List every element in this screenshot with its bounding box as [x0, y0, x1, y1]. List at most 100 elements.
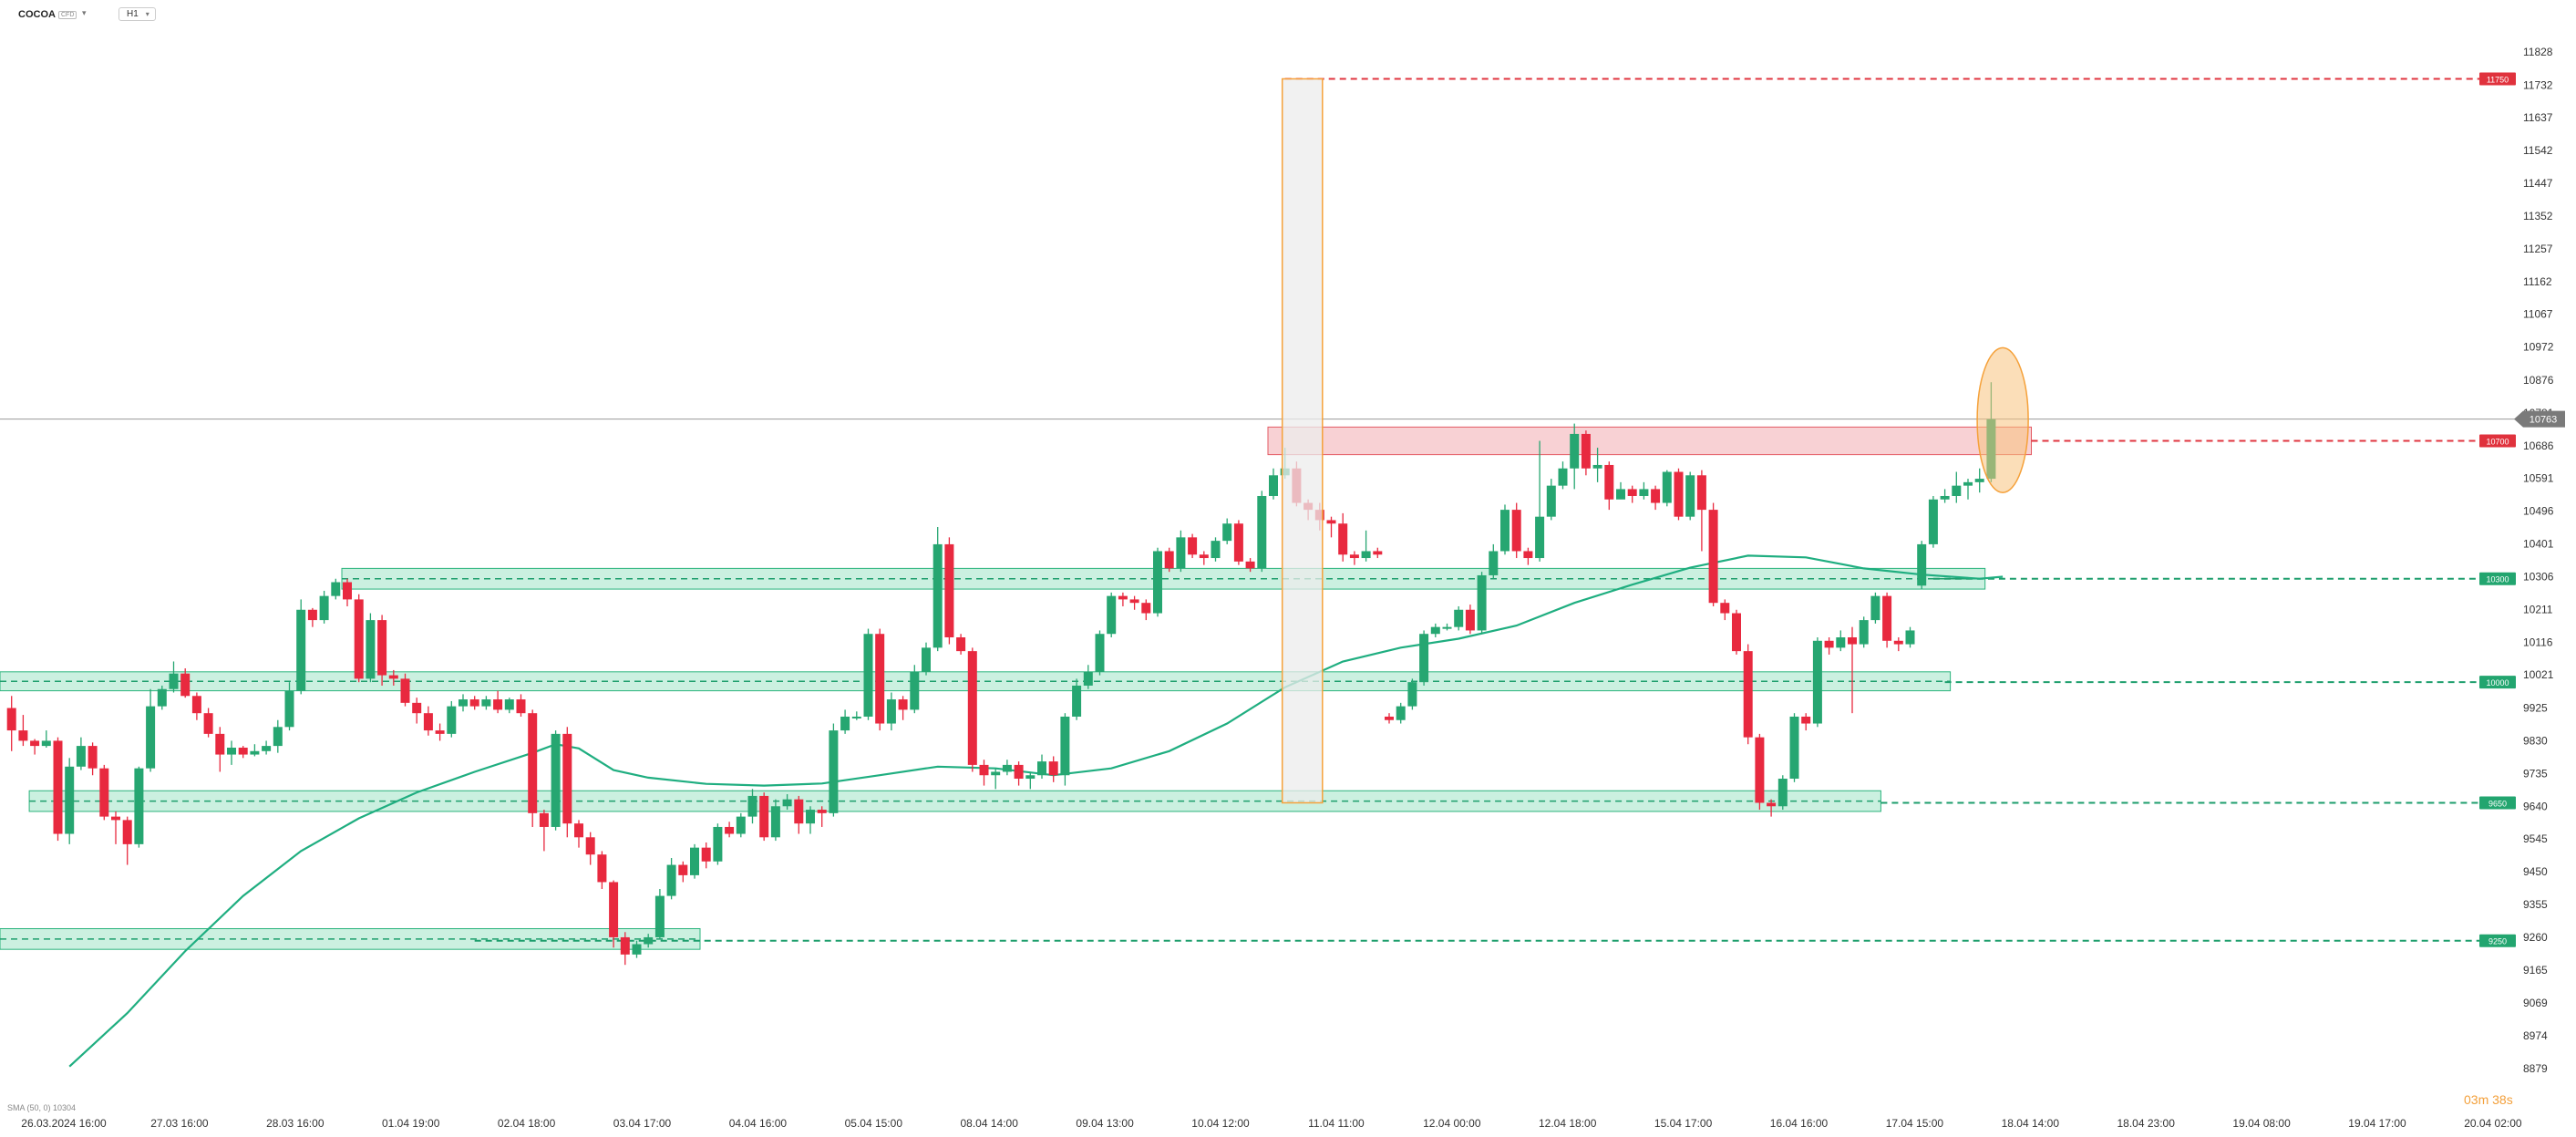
candle[interactable] — [122, 816, 132, 865]
candle[interactable] — [875, 628, 885, 731]
candle[interactable] — [1581, 430, 1591, 476]
candle[interactable] — [1928, 495, 1938, 548]
candle[interactable] — [1002, 760, 1012, 776]
candle[interactable] — [1777, 775, 1788, 811]
candle[interactable] — [30, 739, 40, 755]
candle[interactable] — [273, 719, 283, 753]
candle[interactable] — [770, 799, 780, 842]
candle[interactable] — [1732, 609, 1741, 655]
candle[interactable] — [1442, 623, 1452, 631]
candle[interactable] — [1789, 713, 1799, 782]
candle[interactable] — [1755, 733, 1765, 811]
candle[interactable] — [1882, 592, 1892, 648]
candle[interactable] — [1129, 595, 1139, 610]
candle[interactable] — [447, 700, 457, 738]
candle[interactable] — [1685, 471, 1695, 521]
candle[interactable] — [528, 709, 538, 827]
candle[interactable] — [111, 811, 120, 844]
candle[interactable] — [1859, 616, 1869, 648]
candle[interactable] — [1199, 551, 1209, 565]
candle[interactable] — [701, 842, 711, 869]
candle[interactable] — [979, 760, 989, 786]
candle[interactable] — [227, 740, 236, 765]
symbol-name[interactable]: COCOA — [18, 9, 56, 20]
candle[interactable] — [1188, 533, 1198, 559]
candle[interactable] — [551, 730, 561, 831]
candle[interactable] — [944, 537, 954, 645]
candle[interactable] — [1812, 637, 1822, 728]
candle[interactable] — [1952, 471, 1962, 503]
candle[interactable] — [412, 698, 422, 724]
candle[interactable] — [1257, 491, 1267, 573]
candle[interactable] — [1048, 756, 1058, 782]
candle[interactable] — [343, 578, 352, 606]
candle[interactable] — [690, 843, 699, 879]
candle[interactable] — [1245, 558, 1255, 573]
candle[interactable] — [1233, 520, 1243, 565]
candle[interactable] — [574, 820, 583, 848]
candle[interactable] — [597, 851, 607, 890]
candle[interactable] — [725, 822, 735, 838]
candle[interactable] — [1917, 541, 1927, 590]
candle[interactable] — [1385, 713, 1394, 724]
candle[interactable] — [678, 861, 688, 883]
candle[interactable] — [1361, 530, 1371, 562]
candle[interactable] — [1014, 761, 1024, 786]
candle[interactable] — [157, 685, 167, 710]
candle[interactable] — [1696, 470, 1706, 552]
candle[interactable] — [1651, 485, 1661, 511]
candle[interactable] — [910, 665, 920, 714]
candle[interactable] — [1616, 481, 1625, 500]
candle[interactable] — [1477, 572, 1487, 635]
candle[interactable] — [1083, 665, 1093, 689]
candle[interactable] — [886, 692, 896, 731]
candle[interactable] — [620, 932, 630, 966]
candle[interactable] — [354, 594, 364, 683]
candle[interactable] — [922, 642, 931, 676]
candle[interactable] — [1639, 481, 1649, 500]
candle[interactable] — [1905, 626, 1915, 648]
candle[interactable] — [863, 628, 873, 720]
candle[interactable] — [134, 766, 144, 848]
candle[interactable] — [736, 812, 746, 838]
candle[interactable] — [1743, 644, 1753, 745]
candle[interactable] — [1570, 423, 1580, 490]
candle[interactable] — [1338, 512, 1348, 562]
candle[interactable] — [296, 599, 306, 695]
candle[interactable] — [146, 688, 156, 772]
candle[interactable] — [840, 709, 850, 734]
candle[interactable] — [1211, 537, 1221, 562]
candle[interactable] — [1107, 592, 1117, 638]
candle[interactable] — [713, 823, 723, 865]
candle[interactable] — [1465, 605, 1475, 635]
candle[interactable] — [1893, 637, 1903, 652]
candle[interactable] — [76, 737, 86, 770]
candle[interactable] — [435, 723, 445, 741]
candle[interactable] — [1153, 547, 1162, 617]
candle[interactable] — [1767, 799, 1777, 817]
candle[interactable] — [1870, 592, 1880, 624]
candle[interactable] — [933, 527, 943, 652]
candle[interactable] — [806, 806, 815, 834]
candle[interactable] — [1419, 630, 1429, 686]
candle[interactable] — [654, 889, 665, 939]
candle[interactable] — [1836, 630, 1846, 652]
candle[interactable] — [1373, 547, 1383, 559]
candle[interactable] — [377, 615, 387, 686]
candle[interactable] — [1592, 448, 1602, 482]
candle[interactable] — [516, 694, 526, 717]
candle[interactable] — [1558, 461, 1568, 490]
candle[interactable] — [1454, 605, 1464, 631]
candle[interactable] — [169, 661, 179, 693]
candle[interactable] — [1349, 551, 1359, 565]
candle[interactable] — [1141, 599, 1151, 621]
candle[interactable] — [238, 746, 248, 759]
candle[interactable] — [53, 737, 63, 842]
candle[interactable] — [967, 647, 977, 772]
candle[interactable] — [644, 934, 654, 948]
candle[interactable] — [1222, 518, 1232, 544]
candle[interactable] — [1269, 468, 1278, 500]
candle[interactable] — [493, 690, 503, 714]
candle[interactable] — [1025, 771, 1036, 790]
